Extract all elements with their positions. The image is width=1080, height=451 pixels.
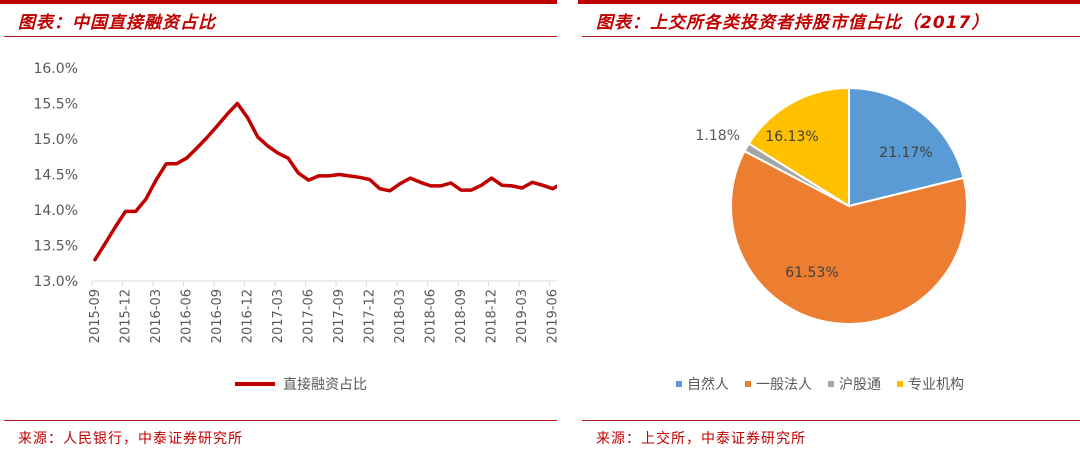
source-divider (4, 420, 557, 421)
line-chart-panel: 图表：中国直接融资占比 13.0% 13.5% 14.0% 14.5% 15.0% 15.… (0, 0, 557, 447)
y-tick-label: 15.0% (34, 132, 78, 148)
source-note: 来源：上交所，中泰证券研究所 (596, 431, 806, 447)
slice-value-label: 61.53% (785, 265, 838, 281)
legend-label: 自然人 (687, 377, 729, 393)
x-tick-label: 2018-03 (393, 289, 408, 343)
x-tick-label: 2018-09 (454, 289, 469, 343)
chart-title: 图表：中国直接融资占比 (18, 13, 216, 33)
slice-value-label: 1.18% (696, 128, 740, 144)
pie-legend: 自然人 一般法人 沪股通 专业机构 (676, 374, 964, 394)
direct-financing-ratio-line (93, 101, 557, 262)
y-tick-label: 16.0% (34, 61, 78, 77)
legend-item-professional-institution: 专业机构 (897, 374, 964, 394)
slice-natural-person (848, 86, 965, 208)
x-tick-label: 2017-06 (302, 289, 317, 343)
x-tick-label: 2016-12 (241, 289, 256, 343)
x-tick-label: 2016-06 (180, 289, 195, 343)
legend-swatch (828, 381, 834, 387)
line-chart: 13.0% 13.5% 14.0% 14.5% 15.0% 15.5% 16.0% 2015-… (34, 61, 557, 343)
source-divider (582, 420, 1080, 421)
legend-item-natural-person: 自然人 (676, 374, 729, 394)
x-tick-label: 2016-09 (210, 289, 225, 343)
title-accent-bar (0, 0, 557, 4)
x-tick-label: 2017-12 (363, 289, 378, 343)
legend-item-stock-connect: 沪股通 (828, 374, 881, 394)
chart-title: 图表：上交所各类投资者持股市值占比（2017） (596, 13, 990, 33)
legend-label: 沪股通 (839, 377, 881, 393)
x-tick-label: 2017-03 (271, 289, 286, 343)
x-tick-label: 2019-03 (515, 289, 530, 343)
title-divider (582, 36, 1080, 37)
slice-value-label: 21.17% (879, 145, 932, 161)
slice-value-label: 16.13% (765, 129, 818, 145)
x-tick-label: 2015-09 (88, 289, 103, 343)
legend-swatch (897, 381, 903, 387)
x-tick-label: 2019-06 (546, 289, 557, 343)
pie-chart: 21.17% 61.53% 1.18% 16.13% (696, 86, 968, 325)
x-tick-label: 2016-03 (149, 289, 164, 343)
legend-label: 一般法人 (756, 377, 812, 393)
legend-item-general-legal-person: 一般法人 (745, 374, 812, 394)
x-tick-label: 2017-09 (332, 289, 347, 343)
line-legend: 直接融资占比 (235, 374, 367, 394)
pie-chart-panel: 图表：上交所各类投资者持股市值占比（2017） 21.17% 61.53% 1.18… (578, 0, 1080, 451)
legend-swatch (745, 381, 751, 387)
title-divider (4, 36, 557, 37)
legend-label: 专业机构 (908, 377, 964, 393)
slice-professional-institution (747, 86, 850, 208)
y-tick-label: 13.0% (34, 274, 78, 290)
source-note: 来源：人民银行，中泰证券研究所 (18, 431, 243, 447)
y-tick-label: 14.0% (34, 203, 78, 219)
legend-label: 直接融资占比 (283, 377, 367, 393)
y-tick-label: 14.5% (34, 168, 78, 184)
y-tick-label: 13.5% (34, 239, 78, 255)
legend-swatch (676, 381, 682, 387)
y-tick-label: 15.5% (34, 97, 78, 113)
x-tick-label: 2018-12 (485, 289, 500, 343)
title-accent-bar (578, 0, 1080, 4)
legend-line-swatch (235, 382, 275, 386)
x-tick-label: 2015-12 (119, 289, 134, 343)
slice-general-legal-person (730, 149, 968, 325)
x-tick-label: 2018-06 (424, 289, 439, 343)
